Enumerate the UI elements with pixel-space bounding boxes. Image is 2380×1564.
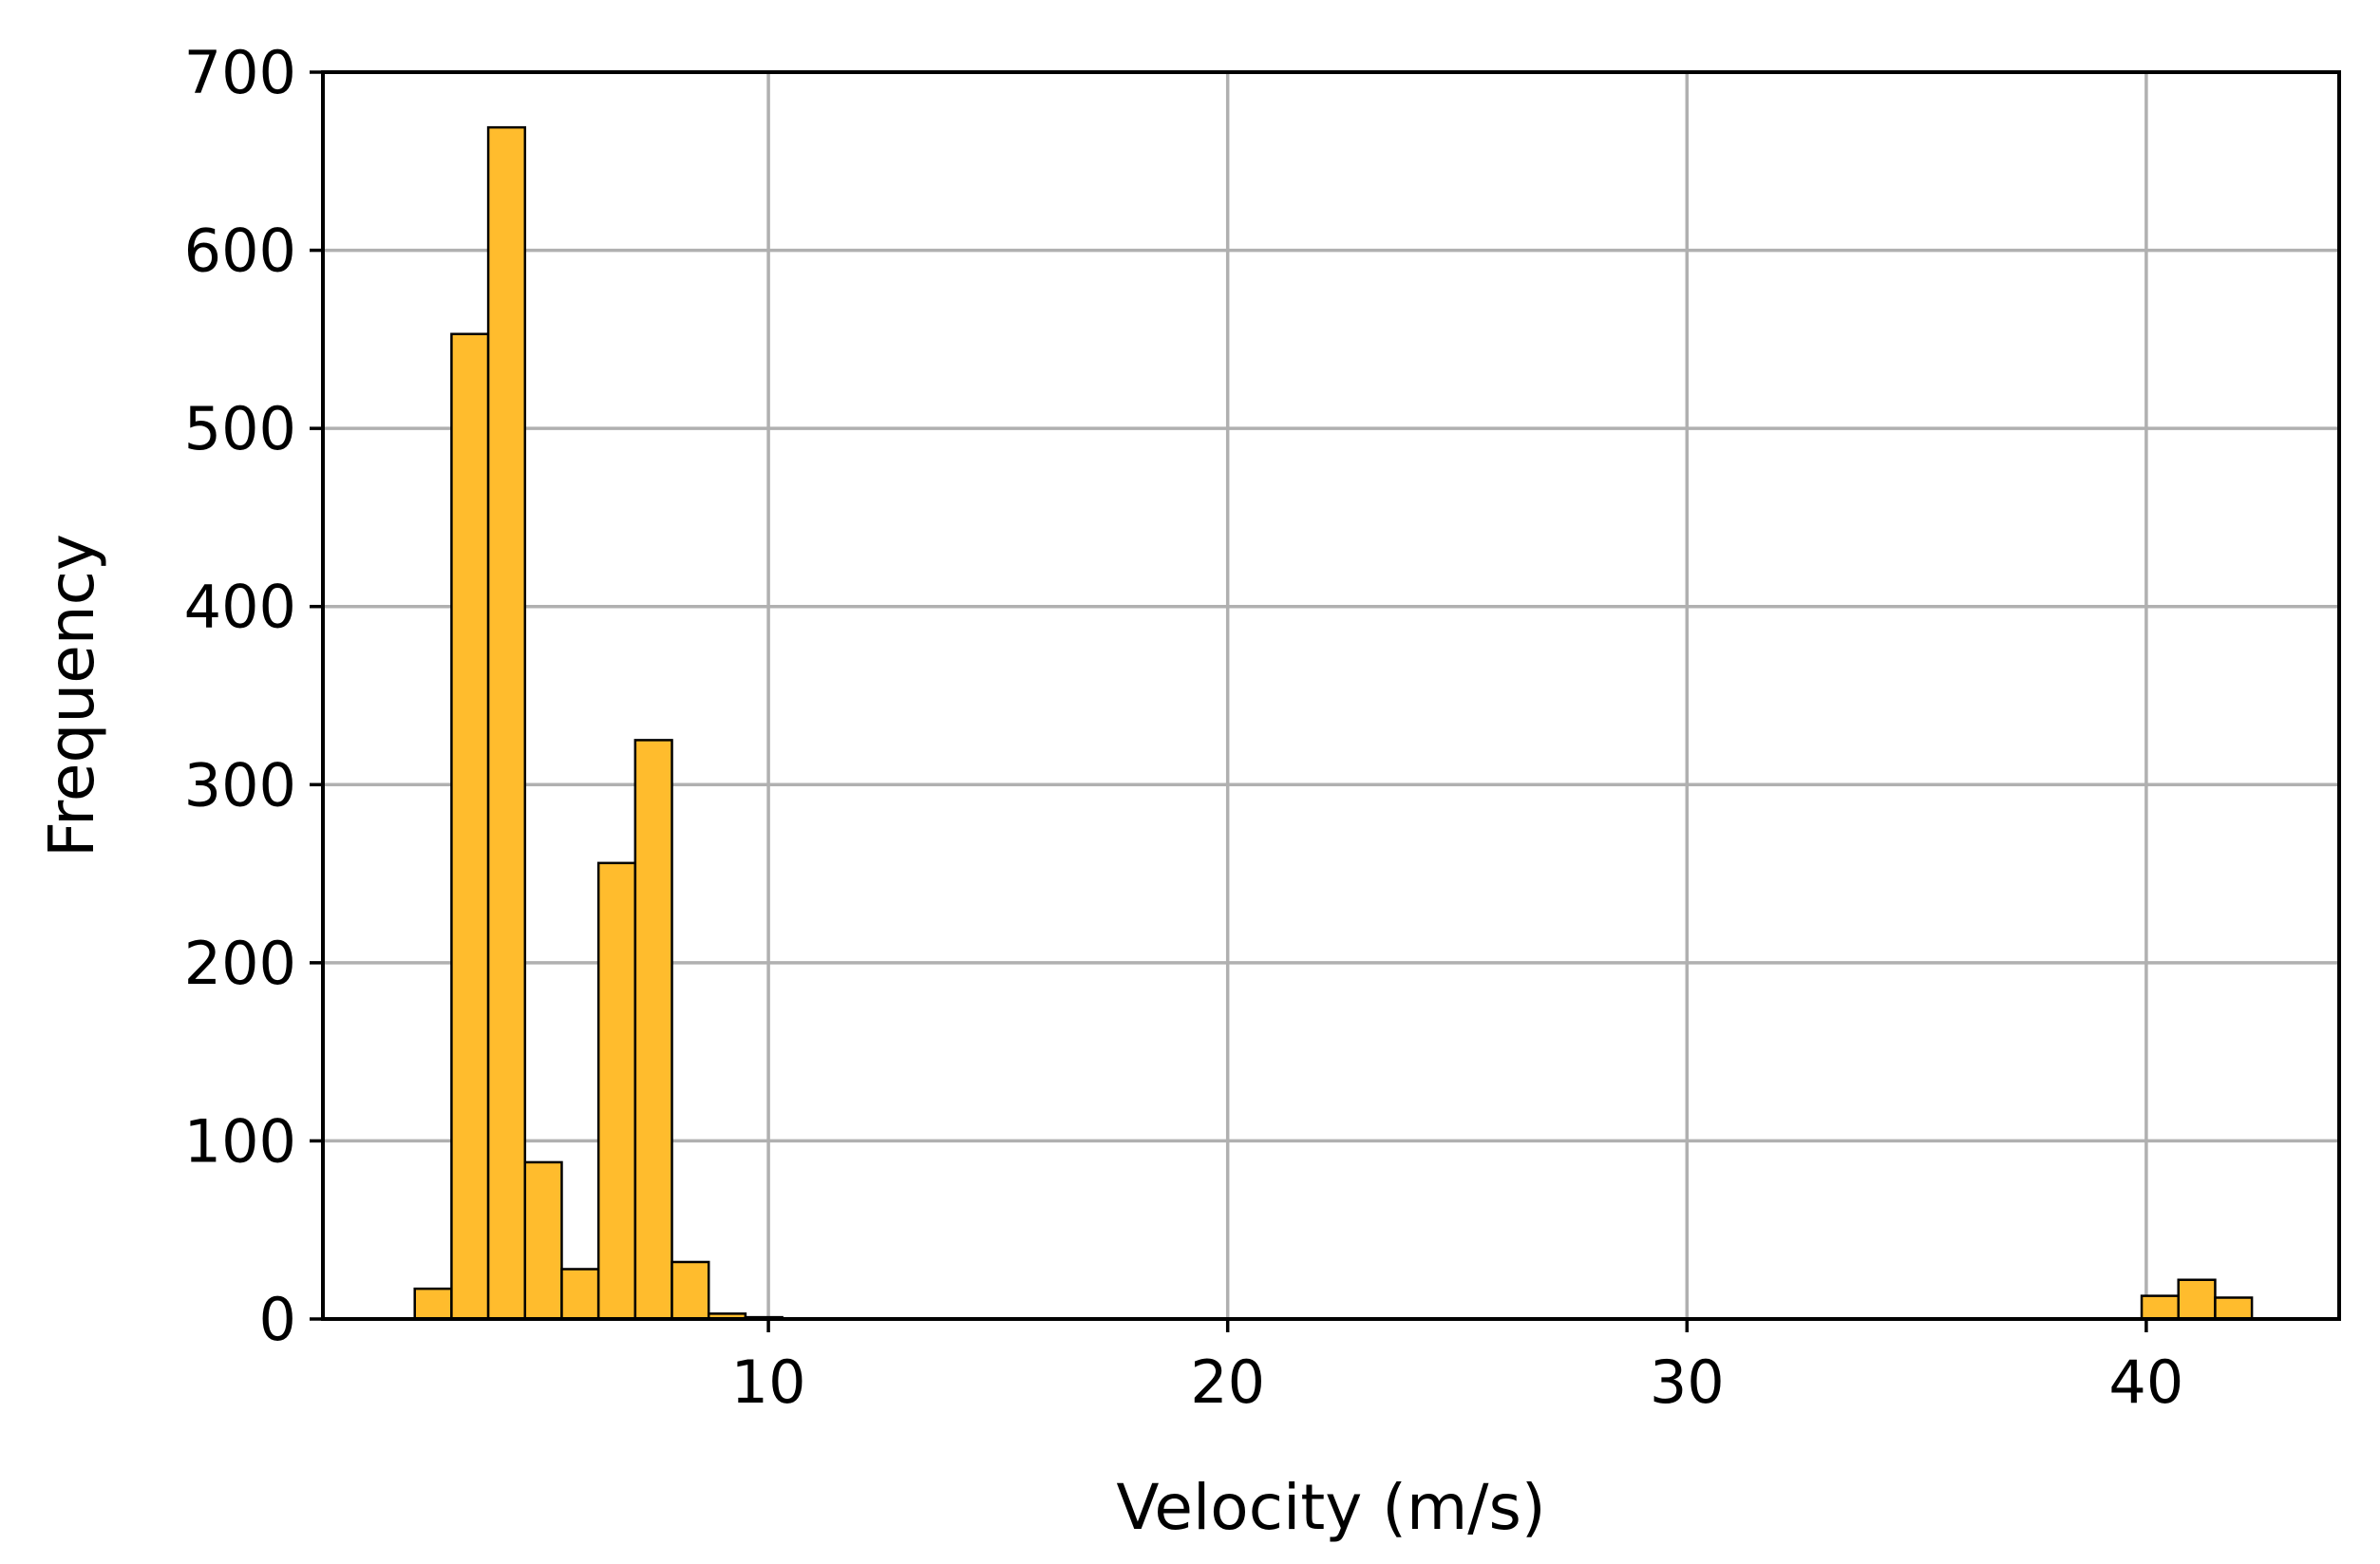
y-axis-label: Frequency <box>35 534 108 857</box>
y-tick-label: 300 <box>184 750 296 820</box>
histogram-bar <box>2140 1294 2180 1321</box>
x-tick-label: 20 <box>1190 1347 1265 1417</box>
histogram-bar <box>450 332 490 1321</box>
y-tick-label: 400 <box>184 573 296 642</box>
x-tick-label: 10 <box>731 1347 806 1417</box>
histogram-bar <box>596 861 637 1321</box>
histogram-bars <box>413 125 2254 1321</box>
histogram-bar <box>560 1268 600 1321</box>
y-tick-label: 500 <box>184 394 296 463</box>
histogram-bar <box>413 1287 453 1321</box>
y-axis-ticks: 0 100 200 300 400 500 600 700 <box>184 38 323 1354</box>
histogram-bar <box>523 1160 563 1321</box>
histogram-bar <box>2177 1278 2217 1321</box>
x-tick-label: 30 <box>1650 1347 1725 1417</box>
histogram-bar <box>2214 1296 2254 1321</box>
x-axis-label: Velocity (m/s) <box>1116 1471 1545 1544</box>
y-tick-label: 700 <box>184 38 296 107</box>
histogram-bar <box>633 739 673 1321</box>
y-tick-label: 200 <box>184 929 296 998</box>
y-tick-label: 100 <box>184 1106 296 1176</box>
histogram-bar <box>671 1260 710 1321</box>
plot-frame <box>321 70 2341 1321</box>
x-tick-label: 40 <box>2108 1347 2183 1417</box>
x-axis-ticks: 10 20 30 40 <box>731 1319 2183 1417</box>
y-tick-label: 600 <box>184 217 296 286</box>
y-tick-label: 0 <box>259 1285 296 1354</box>
histogram-bar <box>486 125 527 1321</box>
